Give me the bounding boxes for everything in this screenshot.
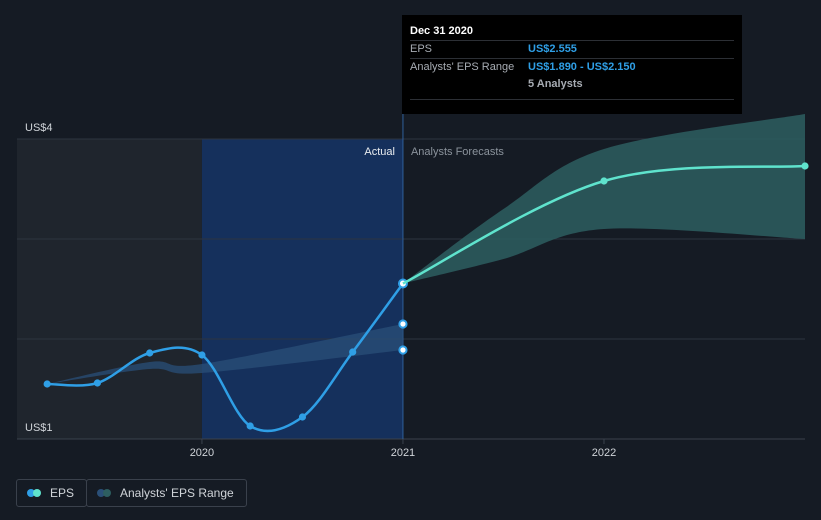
actual-label: Actual	[364, 146, 395, 158]
past-range-area	[47, 324, 403, 384]
tooltip-eps-label: EPS	[410, 43, 433, 55]
tooltip-analysts-row: 5 Analysts	[410, 76, 734, 93]
tooltip-analysts-count: 5 Analysts	[528, 78, 583, 90]
actual-period-band	[201, 139, 403, 439]
series-point-0-2	[146, 349, 154, 357]
series-point-0-0	[43, 380, 51, 388]
series-point-0-1	[93, 379, 102, 387]
series-point-0-3	[198, 351, 206, 359]
legend-eps-button[interactable]: EPS	[16, 479, 88, 507]
x-tick-label-2: 2022	[592, 447, 616, 459]
series-point-0-6	[349, 348, 357, 356]
tooltip-eps-row: EPS US$2.555	[410, 40, 734, 58]
tooltip-range-row: Analysts' EPS Range US$1.890 - US$2.150	[410, 58, 734, 76]
series-point-0-5	[298, 413, 307, 421]
legend-range-swatch-icon	[97, 489, 112, 497]
legend-range-button[interactable]: Analysts' EPS Range	[86, 479, 247, 507]
tooltip-range-value: US$1.890 - US$2.150	[528, 61, 636, 73]
legend-eps-label: EPS	[50, 486, 75, 500]
legend-eps-swatch-icon	[27, 489, 42, 497]
y-tick-label-1: US$1	[25, 422, 53, 434]
forecast-range-area	[402, 114, 805, 284]
forecast-label: Analysts Forecasts	[411, 146, 504, 158]
past-shade-region	[17, 139, 202, 439]
hover-tooltip: Dec 31 2020 EPS US$2.555 Analysts' EPS R…	[402, 15, 742, 114]
series-point-1-1	[600, 177, 608, 185]
series-point-0-4	[246, 422, 254, 430]
legend-range-label: Analysts' EPS Range	[120, 486, 234, 500]
y-tick-label-0: US$4	[25, 122, 53, 134]
x-tick-label-1: 2021	[391, 447, 415, 459]
tooltip-divider	[410, 99, 734, 100]
tooltip-range-label: Analysts' EPS Range	[410, 61, 515, 73]
range-marker-1	[398, 345, 408, 355]
x-tick-label-0: 2020	[190, 447, 214, 459]
tooltip-date: Dec 31 2020	[410, 25, 473, 37]
series-point-1-2	[801, 162, 809, 170]
range-marker-0	[398, 319, 408, 329]
tooltip-eps-value: US$2.555	[528, 43, 577, 55]
